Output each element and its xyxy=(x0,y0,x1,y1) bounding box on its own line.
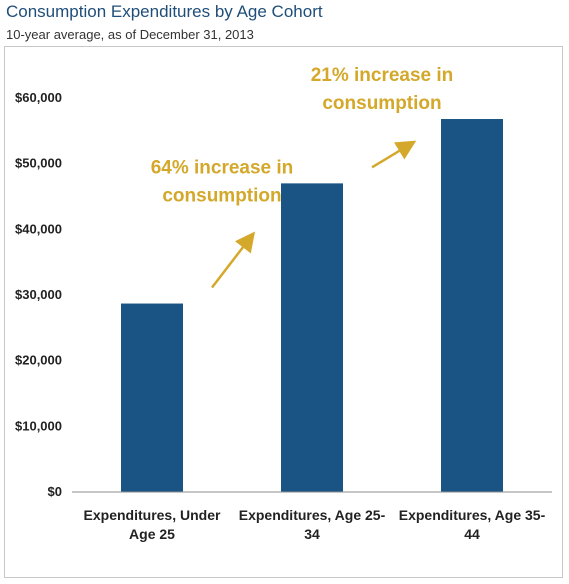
annotation-arrow xyxy=(211,231,256,289)
x-axis: Expenditures, Under Age 25 Expenditures, A… xyxy=(84,507,546,542)
y-tick-label: $30,000 xyxy=(15,287,62,302)
bar xyxy=(441,119,503,492)
chart-frame xyxy=(4,46,563,578)
bar xyxy=(281,183,343,492)
annotations: 64% increase in consumption 21% increase i… xyxy=(151,65,454,289)
x-tick-label: Expenditures, Under Age 25 xyxy=(84,507,221,542)
x-tick-label: Expenditures, Age 35-44 xyxy=(399,507,546,542)
annotation-label: 64% increase in consumption xyxy=(151,157,294,206)
annotation-label: 21% increase in consumption xyxy=(311,65,454,114)
chart-subtitle: 10-year average, as of December 31, 2013 xyxy=(6,27,254,42)
y-tick-label: $50,000 xyxy=(15,156,62,171)
y-tick-label: $10,000 xyxy=(15,418,62,433)
bar xyxy=(121,303,183,492)
y-tick-label: $0 xyxy=(48,484,62,499)
y-tick-label: $60,000 xyxy=(15,90,62,105)
y-tick-label: $20,000 xyxy=(15,353,62,368)
chart-title: Consumption Expenditures by Age Cohort xyxy=(6,2,323,21)
bars xyxy=(121,119,503,492)
y-tick-label: $40,000 xyxy=(15,221,62,236)
annotation-arrow xyxy=(371,140,417,169)
x-tick-label: Expenditures, Age 25-34 xyxy=(239,507,386,542)
y-axis: $0 $10,000 $20,000 $30,000 $40,000 $50,000 $60… xyxy=(15,90,62,499)
